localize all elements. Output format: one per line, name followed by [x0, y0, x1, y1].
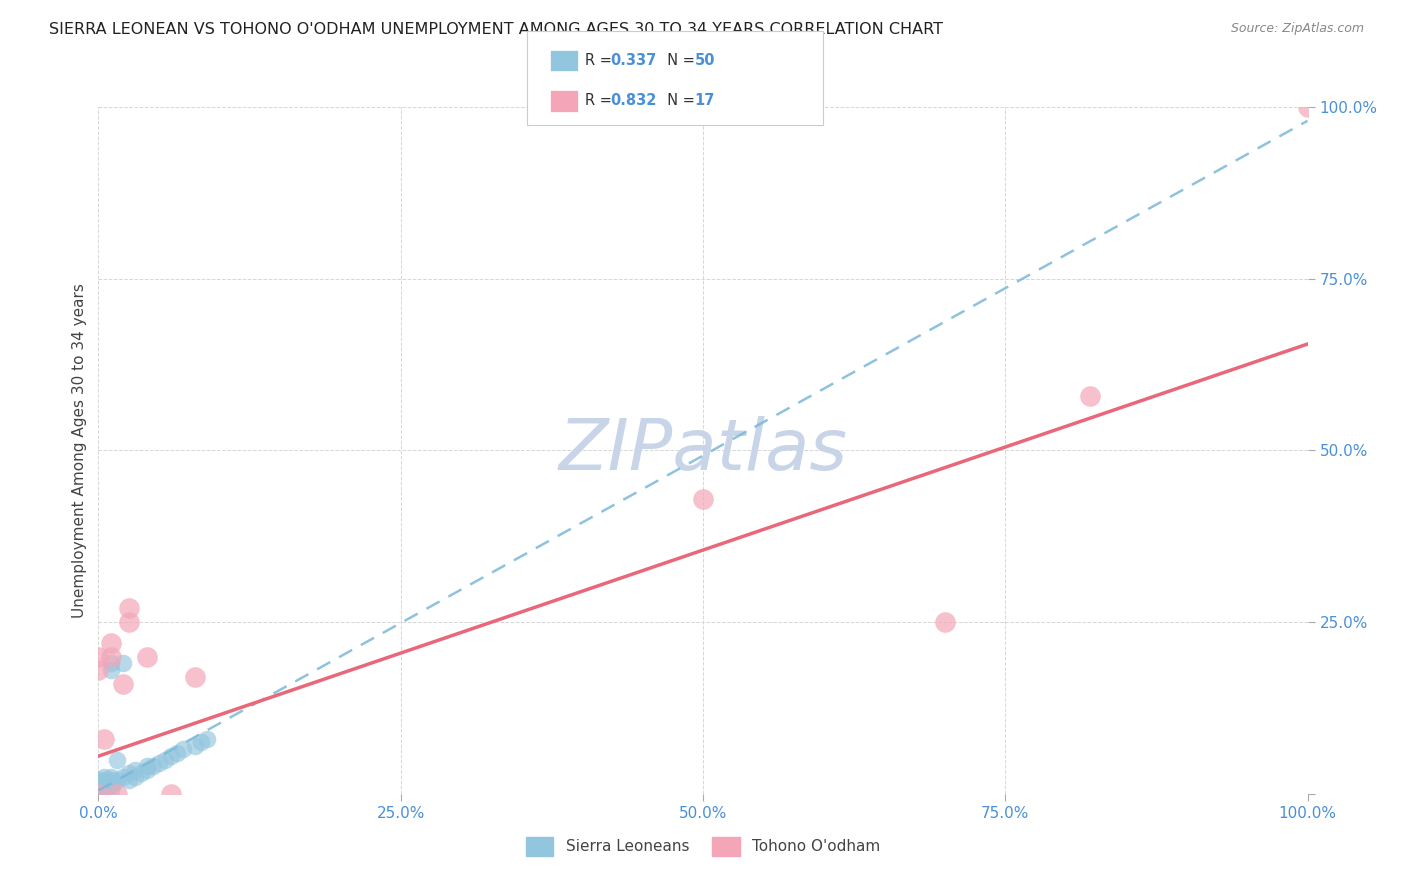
- Point: [100, 663, 122, 677]
- Point: [87, 780, 110, 794]
- Point: [160, 749, 183, 764]
- Text: R =: R =: [585, 94, 616, 108]
- Point: [93, 770, 115, 784]
- Point: [160, 787, 183, 801]
- Point: [195, 731, 218, 746]
- Point: [111, 770, 134, 784]
- Point: [87, 787, 110, 801]
- Point: [129, 766, 152, 780]
- Point: [1296, 100, 1319, 114]
- Point: [87, 782, 110, 797]
- Text: R =: R =: [585, 54, 616, 68]
- Point: [1078, 388, 1101, 402]
- Text: Source: ZipAtlas.com: Source: ZipAtlas.com: [1230, 22, 1364, 36]
- Point: [190, 735, 212, 749]
- Text: 17: 17: [695, 94, 714, 108]
- Point: [118, 601, 141, 615]
- Point: [87, 787, 110, 801]
- Point: [135, 763, 157, 777]
- Text: 0.337: 0.337: [610, 54, 657, 68]
- Point: [100, 649, 122, 664]
- Point: [184, 670, 207, 684]
- Point: [166, 746, 188, 760]
- Point: [105, 773, 128, 788]
- Text: ZIPatlas: ZIPatlas: [558, 416, 848, 485]
- Point: [118, 773, 141, 788]
- Point: [87, 780, 110, 794]
- Point: [124, 770, 146, 784]
- Point: [101, 776, 124, 790]
- Point: [87, 780, 110, 794]
- Point: [105, 787, 128, 801]
- Point: [97, 780, 120, 794]
- Point: [87, 663, 110, 677]
- Text: 0.832: 0.832: [610, 94, 657, 108]
- Point: [93, 731, 115, 746]
- Point: [100, 773, 122, 788]
- Point: [87, 787, 110, 801]
- Point: [87, 776, 110, 790]
- Text: N =: N =: [658, 54, 700, 68]
- Point: [87, 787, 110, 801]
- Point: [148, 756, 170, 770]
- Point: [87, 787, 110, 801]
- Point: [105, 753, 128, 767]
- Point: [100, 636, 122, 650]
- Point: [934, 615, 956, 630]
- Point: [87, 787, 110, 801]
- Point: [100, 657, 122, 671]
- Text: 50: 50: [695, 54, 716, 68]
- Point: [87, 649, 110, 664]
- Point: [87, 783, 110, 797]
- Point: [100, 783, 122, 797]
- Point: [87, 787, 110, 801]
- Point: [87, 787, 110, 801]
- Text: N =: N =: [658, 94, 700, 108]
- Point: [184, 739, 207, 753]
- Point: [87, 787, 110, 801]
- Point: [87, 787, 110, 801]
- Point: [124, 763, 146, 777]
- Legend: Sierra Leoneans, Tohono O'odham: Sierra Leoneans, Tohono O'odham: [520, 831, 886, 862]
- Point: [93, 776, 115, 790]
- Point: [118, 766, 141, 780]
- Point: [692, 491, 714, 506]
- Point: [135, 759, 157, 773]
- Y-axis label: Unemployment Among Ages 30 to 34 years: Unemployment Among Ages 30 to 34 years: [72, 283, 87, 618]
- Point: [87, 773, 110, 788]
- Point: [111, 677, 134, 691]
- Point: [87, 783, 110, 797]
- Point: [87, 787, 110, 801]
- Point: [118, 615, 141, 630]
- Point: [100, 770, 122, 784]
- Point: [87, 787, 110, 801]
- Point: [153, 753, 176, 767]
- Point: [93, 773, 115, 788]
- Point: [142, 759, 165, 773]
- Point: [111, 657, 134, 671]
- Text: SIERRA LEONEAN VS TOHONO O'ODHAM UNEMPLOYMENT AMONG AGES 30 TO 34 YEARS CORRELAT: SIERRA LEONEAN VS TOHONO O'ODHAM UNEMPLO…: [49, 22, 943, 37]
- Point: [172, 742, 194, 756]
- Point: [87, 787, 110, 801]
- Point: [135, 649, 157, 664]
